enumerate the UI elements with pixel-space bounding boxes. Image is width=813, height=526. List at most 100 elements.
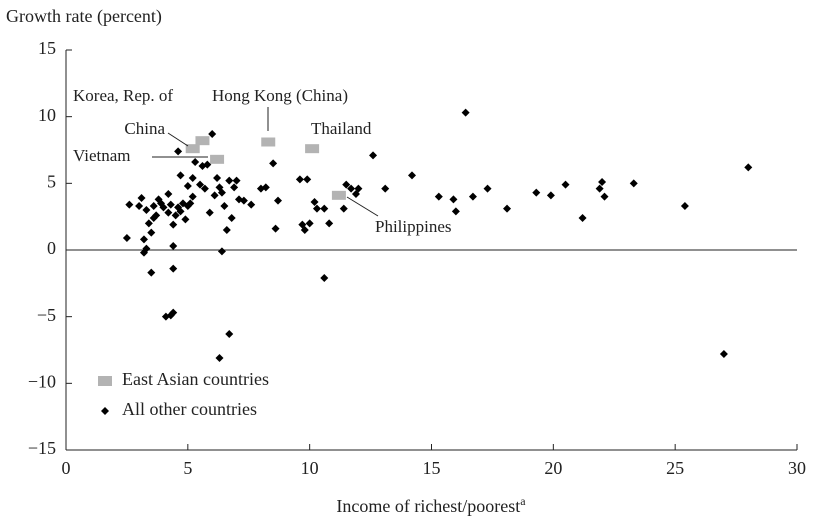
point bbox=[434, 192, 443, 201]
point bbox=[122, 234, 131, 242]
point bbox=[461, 108, 470, 117]
point bbox=[546, 191, 555, 200]
annotation: Philippines bbox=[375, 217, 452, 236]
point bbox=[188, 174, 197, 182]
point bbox=[305, 144, 320, 154]
point bbox=[269, 159, 278, 168]
point bbox=[169, 242, 178, 250]
point bbox=[142, 244, 151, 253]
point bbox=[503, 204, 512, 213]
point bbox=[125, 200, 134, 209]
point bbox=[451, 207, 460, 216]
point bbox=[169, 308, 178, 317]
x-axis-label: Income of richest/pooresta bbox=[336, 494, 526, 516]
annotation: China bbox=[124, 119, 165, 138]
point bbox=[232, 176, 241, 185]
point bbox=[320, 274, 329, 282]
point bbox=[137, 194, 146, 202]
x-tick-label: 0 bbox=[62, 458, 71, 478]
point bbox=[325, 219, 334, 228]
point bbox=[369, 151, 378, 160]
point bbox=[181, 215, 190, 224]
point bbox=[347, 184, 356, 193]
point bbox=[595, 184, 604, 193]
legend-label: East Asian countries bbox=[122, 369, 269, 389]
point bbox=[339, 204, 348, 213]
point bbox=[217, 188, 226, 197]
point bbox=[483, 184, 492, 193]
leader-line bbox=[167, 132, 189, 147]
point bbox=[331, 190, 346, 200]
point bbox=[174, 147, 183, 156]
point bbox=[195, 136, 210, 146]
x-tick-label: 30 bbox=[788, 458, 806, 478]
point bbox=[186, 199, 195, 208]
point bbox=[159, 203, 168, 212]
point bbox=[225, 330, 234, 338]
point bbox=[169, 264, 178, 273]
point bbox=[227, 214, 236, 222]
legend-swatch bbox=[101, 407, 109, 415]
point bbox=[222, 226, 231, 234]
point bbox=[135, 202, 144, 210]
point bbox=[169, 220, 178, 229]
point bbox=[149, 202, 158, 210]
point bbox=[191, 158, 200, 166]
x-tick-label: 10 bbox=[301, 458, 319, 478]
annotation: Hong Kong (China) bbox=[212, 86, 348, 105]
point bbox=[719, 350, 728, 358]
point bbox=[295, 175, 304, 184]
point bbox=[381, 184, 390, 193]
point bbox=[261, 137, 276, 147]
point bbox=[220, 202, 229, 210]
legend-label: All other countries bbox=[122, 399, 257, 419]
x-tick-label: 25 bbox=[666, 458, 684, 478]
point bbox=[303, 175, 312, 184]
x-tick-label: 20 bbox=[544, 458, 562, 478]
point bbox=[166, 200, 175, 209]
point bbox=[273, 196, 282, 205]
point bbox=[578, 214, 587, 222]
x-axis-label-note: a bbox=[520, 494, 526, 508]
point bbox=[203, 160, 212, 169]
point bbox=[408, 171, 417, 180]
point bbox=[449, 195, 458, 204]
legend-swatch bbox=[98, 376, 112, 386]
point bbox=[261, 183, 270, 192]
point bbox=[176, 171, 185, 180]
x-tick-label: 15 bbox=[423, 458, 441, 478]
annotation: Thailand bbox=[311, 119, 372, 138]
y-tick-label: 10 bbox=[38, 105, 56, 125]
point bbox=[230, 183, 239, 192]
point bbox=[320, 204, 329, 213]
point bbox=[305, 219, 314, 228]
point bbox=[215, 354, 224, 362]
point bbox=[310, 198, 319, 206]
annotation: Korea, Rep. of bbox=[73, 86, 173, 105]
point bbox=[183, 182, 192, 190]
y-tick-label: −15 bbox=[28, 438, 56, 458]
point bbox=[598, 178, 607, 186]
y-tick-label: 0 bbox=[47, 238, 56, 258]
point bbox=[354, 184, 363, 193]
point bbox=[225, 176, 234, 185]
point bbox=[139, 235, 148, 244]
point bbox=[142, 206, 151, 214]
point bbox=[164, 208, 173, 217]
y-axis-label: Growth rate (percent) bbox=[6, 6, 162, 27]
point bbox=[185, 144, 200, 154]
point bbox=[561, 180, 570, 189]
point bbox=[210, 191, 219, 200]
point bbox=[205, 208, 214, 217]
point bbox=[312, 204, 321, 213]
y-tick-label: −5 bbox=[37, 305, 56, 325]
point bbox=[217, 247, 226, 256]
y-tick-label: 15 bbox=[38, 38, 56, 58]
point bbox=[210, 154, 225, 164]
point bbox=[200, 184, 209, 193]
point bbox=[196, 180, 205, 189]
point bbox=[147, 268, 156, 277]
point bbox=[171, 211, 180, 220]
annotation: Vietnam bbox=[73, 146, 131, 165]
